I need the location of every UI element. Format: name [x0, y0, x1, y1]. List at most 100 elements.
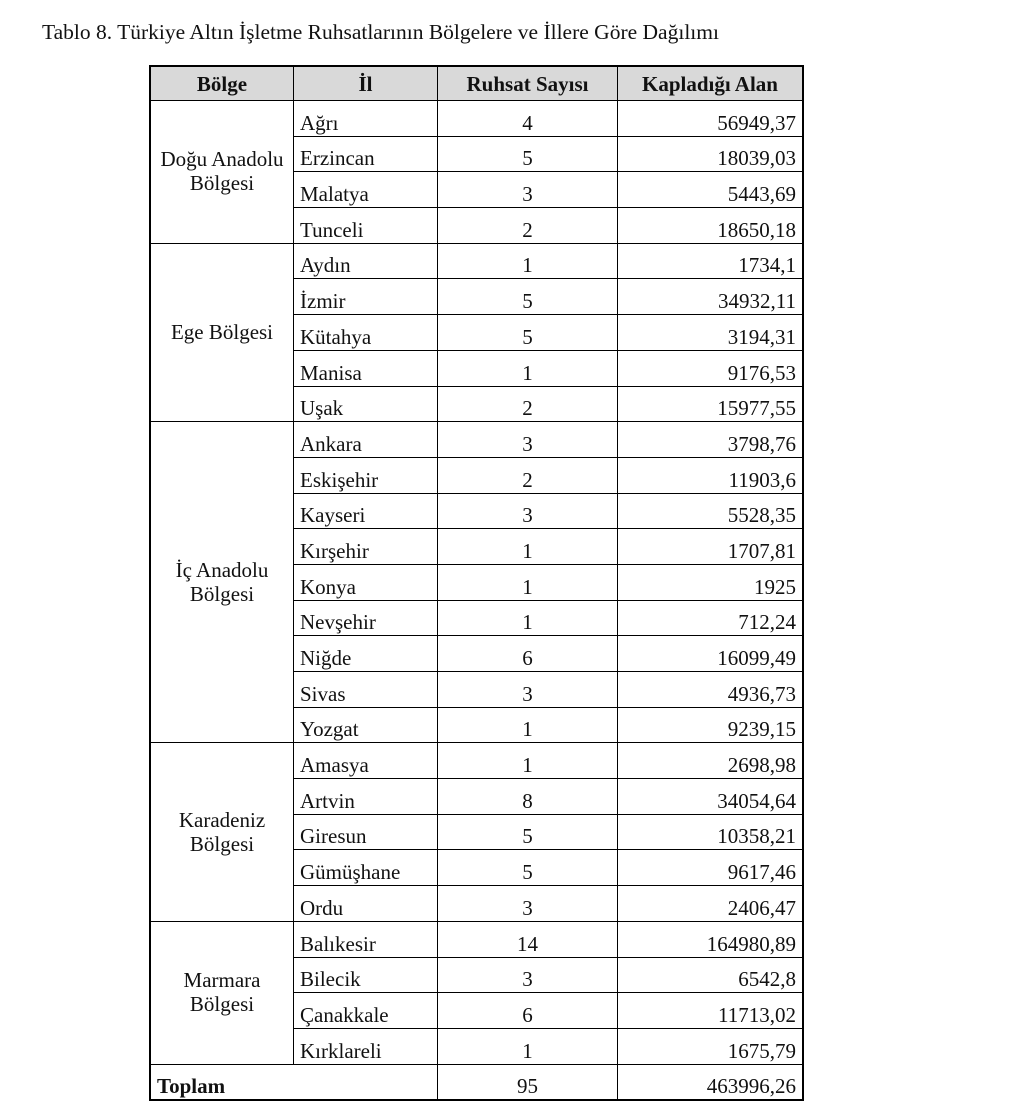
- area-cell: 2698,98: [617, 742, 804, 780]
- table-row: Artvin 8 34054,64: [150, 778, 804, 815]
- table-row: Niğde 6 16099,49: [150, 635, 804, 672]
- area-cell: 2406,47: [617, 885, 804, 922]
- license-count-cell: 8: [437, 778, 618, 815]
- license-count-cell: 3: [437, 171, 618, 209]
- area-cell: 5443,69: [617, 171, 804, 209]
- province-cell: Konya: [293, 563, 438, 601]
- license-table: Bölge İl Ruhsat Sayısı Kapladığı Alan Do…: [149, 65, 804, 1102]
- license-count-cell: 1: [437, 349, 618, 387]
- table-row: Marmara Bölgesi Balıkesir 14 164980,89: [149, 920, 804, 1065]
- table-row: Bilecik 3 6542,8: [150, 956, 804, 994]
- area-cell: 18650,18: [617, 207, 804, 244]
- table-row: Konya 1 1925: [150, 563, 804, 601]
- license-count-cell: 1: [437, 599, 618, 637]
- table-row: Yozgat 1 9239,15: [150, 706, 804, 744]
- province-cell: Balıkesir: [293, 920, 438, 958]
- table-row: Malatya 3 5443,69: [150, 171, 804, 209]
- province-cell: Eskişehir: [293, 456, 438, 494]
- province-cell: İzmir: [293, 278, 438, 316]
- total-row: Toplam 95 463996,26: [149, 1063, 804, 1101]
- area-cell: 10358,21: [617, 813, 804, 851]
- table-row: Giresun 5 10358,21: [150, 813, 804, 851]
- area-cell: 11713,02: [617, 992, 804, 1029]
- area-cell: 4936,73: [617, 671, 804, 708]
- province-cell: Uşak: [293, 385, 438, 423]
- province-cell: Tunceli: [293, 207, 438, 244]
- license-count-cell: 5: [437, 135, 618, 173]
- province-cell: Bilecik: [293, 956, 438, 994]
- license-count-cell: 6: [437, 635, 618, 672]
- province-cell: Aydın: [293, 242, 438, 280]
- province-cell: Sivas: [293, 671, 438, 708]
- col-header-bolge: Bölge: [149, 65, 294, 101]
- table-row: Çanakkale 6 11713,02: [150, 992, 804, 1029]
- area-cell: 5528,35: [617, 492, 804, 530]
- table-row: Kayseri 3 5528,35: [150, 492, 804, 530]
- table-row: Erzincan 5 18039,03: [150, 135, 804, 173]
- col-header-ruhsat: Ruhsat Sayısı: [437, 65, 618, 101]
- area-cell: 6542,8: [617, 956, 804, 994]
- area-cell: 1925: [617, 563, 804, 601]
- area-cell: 9617,46: [617, 849, 804, 887]
- area-cell: 34932,11: [617, 278, 804, 316]
- province-cell: Kırklareli: [293, 1027, 438, 1065]
- license-count-cell: 5: [437, 278, 618, 316]
- table-row: İzmir 5 34932,11: [150, 278, 804, 316]
- area-cell: 11903,6: [617, 456, 804, 494]
- province-cell: Gümüşhane: [293, 849, 438, 887]
- area-cell: 56949,37: [617, 100, 804, 137]
- region-cell: Marmara Bölgesi: [149, 920, 294, 1065]
- table-row: Kütahya 5 3194,31: [150, 314, 804, 351]
- area-cell: 15977,55: [617, 385, 804, 423]
- table-row: Karadeniz Bölgesi Amasya 1 2698,98: [149, 742, 804, 922]
- license-count-cell: 1: [437, 1027, 618, 1065]
- area-cell: 9176,53: [617, 349, 804, 387]
- province-cell: Manisa: [293, 349, 438, 387]
- area-cell: 1675,79: [617, 1027, 804, 1065]
- license-count-cell: 1: [437, 528, 618, 565]
- area-cell: 9239,15: [617, 706, 804, 744]
- province-cell: Niğde: [293, 635, 438, 672]
- col-header-il: İl: [293, 65, 438, 101]
- area-cell: 3194,31: [617, 314, 804, 351]
- table-row: Uşak 2 15977,55: [150, 385, 804, 423]
- license-count-cell: 2: [437, 456, 618, 494]
- table-row: Kırklareli 1 1675,79: [150, 1027, 804, 1065]
- license-count-cell: 5: [437, 314, 618, 351]
- province-cell: Ordu: [293, 885, 438, 922]
- area-cell: 1734,1: [617, 242, 804, 280]
- province-cell: Ankara: [293, 421, 438, 458]
- region-cell: İç Anadolu Bölgesi: [149, 421, 294, 744]
- total-ruhsat: 95: [437, 1063, 618, 1101]
- license-count-cell: 1: [437, 563, 618, 601]
- region-cell: Doğu Anadolu Bölgesi: [149, 100, 294, 244]
- area-cell: 18039,03: [617, 135, 804, 173]
- area-cell: 34054,64: [617, 778, 804, 815]
- total-label: Toplam: [149, 1063, 438, 1101]
- table-row: Ege Bölgesi Aydın 1 1734,1: [149, 242, 804, 423]
- area-cell: 3798,76: [617, 421, 804, 458]
- license-count-cell: 2: [437, 207, 618, 244]
- table-row: Gümüşhane 5 9617,46: [150, 849, 804, 887]
- table-row: Doğu Anadolu Bölgesi Ağrı 4 56949,37: [149, 100, 804, 244]
- province-cell: Ağrı: [293, 100, 438, 137]
- license-count-cell: 5: [437, 849, 618, 887]
- province-cell: Artvin: [293, 778, 438, 815]
- province-cell: Yozgat: [293, 706, 438, 744]
- province-cell: Kırşehir: [293, 528, 438, 565]
- province-cell: Kayseri: [293, 492, 438, 530]
- license-count-cell: 3: [437, 885, 618, 922]
- license-count-cell: 3: [437, 671, 618, 708]
- license-count-cell: 3: [437, 956, 618, 994]
- table-row: Sivas 3 4936,73: [150, 671, 804, 708]
- area-cell: 16099,49: [617, 635, 804, 672]
- license-count-cell: 2: [437, 385, 618, 423]
- province-cell: Çanakkale: [293, 992, 438, 1029]
- area-cell: 1707,81: [617, 528, 804, 565]
- region-cell: Ege Bölgesi: [149, 242, 294, 423]
- table-title: Tablo 8. Türkiye Altın İşletme Ruhsatlar…: [42, 20, 719, 44]
- license-count-cell: 4: [437, 100, 618, 137]
- province-cell: Giresun: [293, 813, 438, 851]
- table-row: İç Anadolu Bölgesi Ankara 3 3798,76: [149, 421, 804, 744]
- area-cell: 164980,89: [617, 920, 804, 958]
